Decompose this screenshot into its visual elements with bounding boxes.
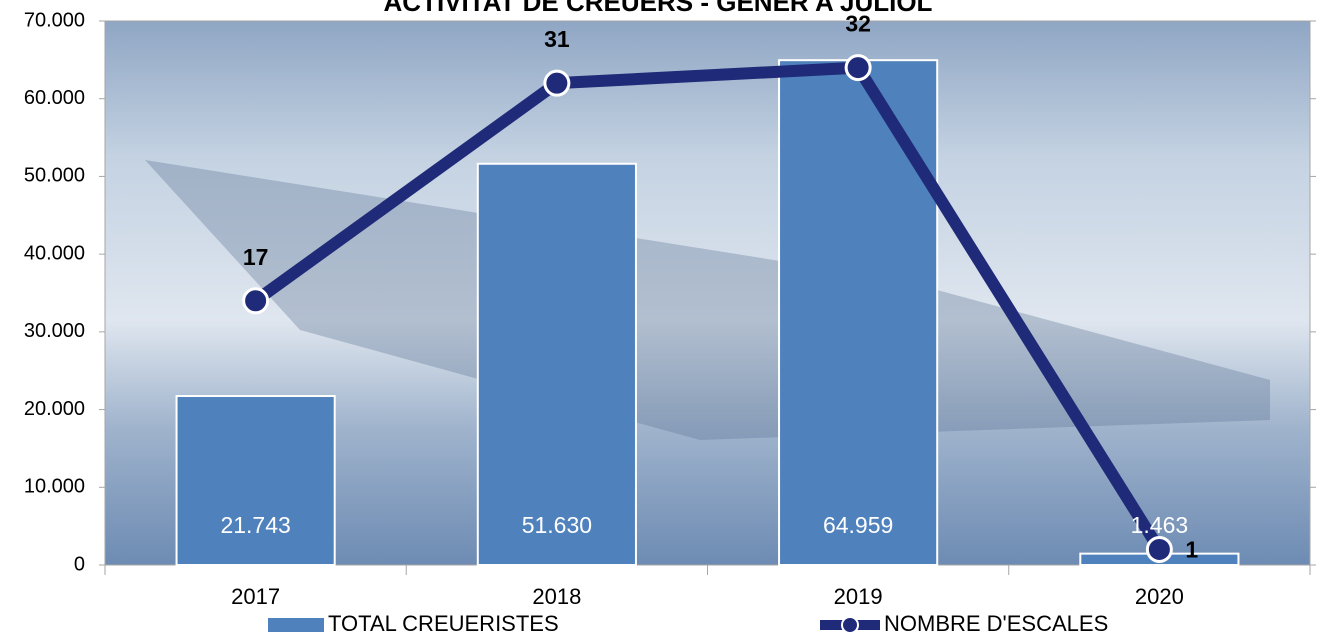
legend-label: NOMBRE D'ESCALES [884,611,1108,636]
bar [778,59,939,566]
bar [175,395,336,566]
line-value-label: 32 [845,11,871,37]
chart-title: ACTIVITAT DE CREUERS - GENER A JULIOL [384,0,933,17]
legend-marker [841,616,859,634]
x-tick-label: 2020 [1135,584,1184,609]
bar-value-label: 21.743 [220,512,290,538]
line-marker [543,69,571,97]
y-tick-label: 0 [74,553,85,575]
legend-swatch [268,618,324,632]
bar-value-label: 51.630 [522,512,592,538]
x-tick-label: 2018 [532,584,581,609]
y-tick-label: 60.000 [24,87,85,109]
y-tick-label: 20.000 [24,398,85,420]
line-marker [242,287,270,315]
y-tick-label: 70.000 [24,9,85,31]
line-marker [844,54,872,82]
line-value-label: 31 [544,26,570,52]
line [252,61,1165,553]
y-tick-label: 50.000 [24,165,85,187]
background-ship [145,160,1270,440]
x-tick-label: 2019 [834,584,883,609]
y-tick-label: 40.000 [24,242,85,264]
y-tick-label: 30.000 [24,320,85,342]
line-value-label: 17 [243,244,269,270]
bar [476,162,637,566]
y-tick-label: 10.000 [24,476,85,498]
x-tick-label: 2017 [231,584,280,609]
bar-value-label: 1.463 [1131,512,1189,538]
line-value-label: 1 [1185,537,1198,563]
line-marker [1145,535,1173,563]
legend-label: TOTAL CREUERISTES [328,611,559,636]
bar-value-label: 64.959 [823,512,893,538]
